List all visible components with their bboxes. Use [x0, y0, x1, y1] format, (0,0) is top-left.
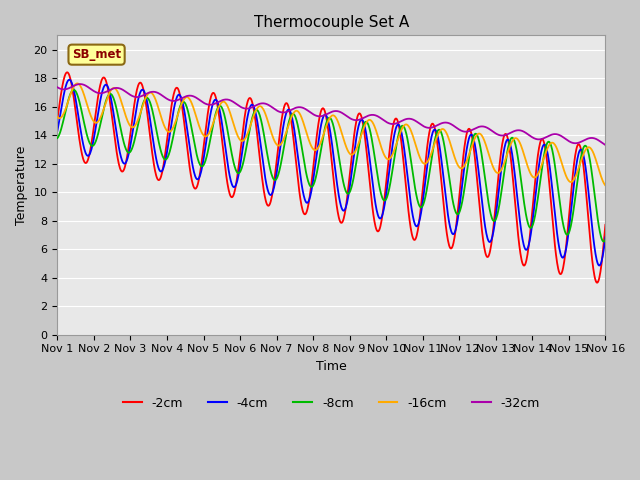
Title: Thermocouple Set A: Thermocouple Set A — [254, 15, 409, 30]
X-axis label: Time: Time — [316, 360, 347, 373]
Y-axis label: Temperature: Temperature — [15, 145, 28, 225]
Legend: -2cm, -4cm, -8cm, -16cm, -32cm: -2cm, -4cm, -8cm, -16cm, -32cm — [118, 392, 545, 415]
Text: SB_met: SB_met — [72, 48, 121, 61]
